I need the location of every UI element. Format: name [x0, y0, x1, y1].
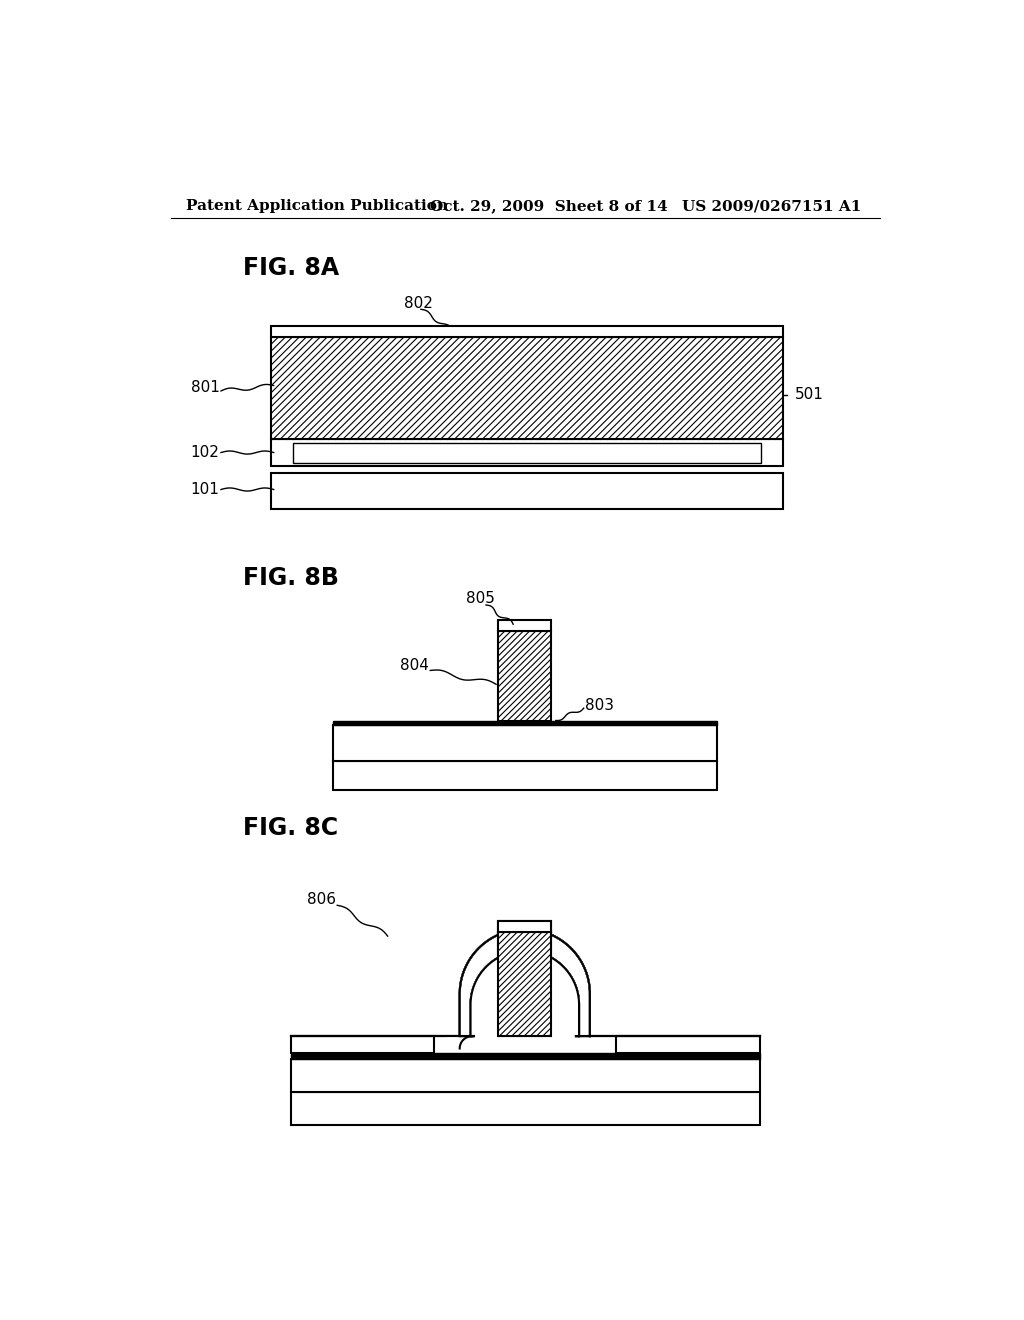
Text: US 2009/0267151 A1: US 2009/0267151 A1 — [682, 199, 861, 213]
Bar — [291, 1036, 434, 1053]
Bar — [293, 444, 761, 462]
Bar — [499, 921, 551, 932]
Text: 802: 802 — [404, 296, 433, 310]
Bar — [334, 721, 717, 725]
Text: 804: 804 — [399, 657, 429, 673]
Text: FIG. 8B: FIG. 8B — [243, 566, 339, 590]
Text: 806: 806 — [307, 891, 336, 907]
Bar — [271, 473, 783, 508]
Bar — [499, 932, 551, 1036]
Bar — [271, 440, 783, 466]
Polygon shape — [460, 929, 590, 1036]
Bar — [616, 1036, 760, 1053]
Bar — [499, 932, 551, 1036]
Polygon shape — [471, 950, 579, 1036]
Text: Patent Application Publication: Patent Application Publication — [186, 199, 449, 213]
Text: 102: 102 — [190, 445, 219, 461]
Text: Oct. 29, 2009  Sheet 8 of 14: Oct. 29, 2009 Sheet 8 of 14 — [430, 199, 668, 213]
Text: 805: 805 — [466, 591, 495, 606]
Polygon shape — [471, 950, 579, 1036]
Text: FIG. 8A: FIG. 8A — [243, 256, 339, 280]
Bar — [499, 921, 551, 932]
Bar — [499, 631, 551, 721]
Bar — [271, 326, 783, 337]
Polygon shape — [471, 950, 579, 1036]
Text: 803: 803 — [586, 697, 614, 713]
Bar — [334, 762, 717, 789]
Text: 801: 801 — [190, 380, 219, 395]
Bar — [499, 620, 551, 631]
Text: FIG. 8C: FIG. 8C — [243, 816, 338, 841]
Text: 101: 101 — [190, 482, 219, 498]
Bar — [291, 1093, 760, 1125]
Bar — [334, 725, 717, 762]
Bar — [291, 1053, 760, 1059]
Bar — [291, 1059, 760, 1093]
Bar — [271, 337, 783, 440]
Text: 501: 501 — [795, 387, 823, 403]
